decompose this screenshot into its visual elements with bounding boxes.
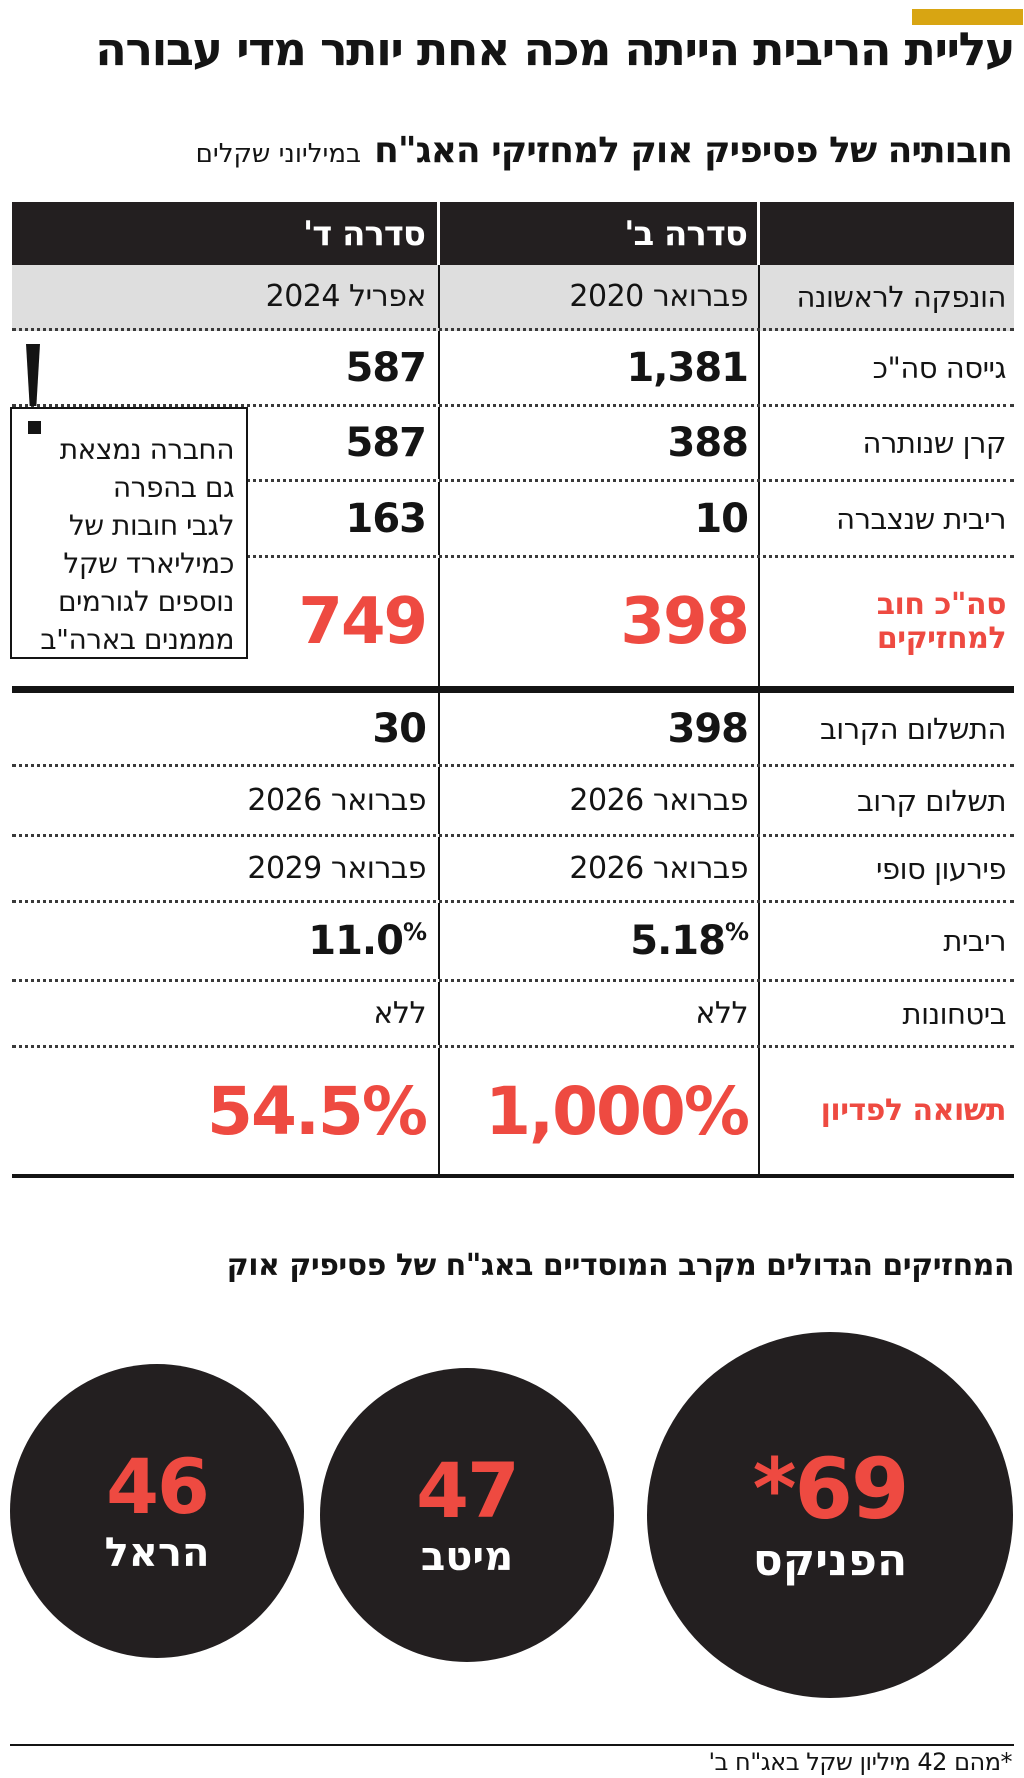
- holders-section-title: המחזיקים הגדולים מקרב המוסדיים באג"ח של …: [226, 1248, 1015, 1283]
- cell-value: ללא: [373, 996, 426, 1031]
- page-title: עליית הריבית הייתה מכה אחת יותר מדי עבור…: [95, 22, 1015, 76]
- holder-name: הראל: [104, 1530, 210, 1576]
- callout-line: כמיליארד שקל: [63, 547, 234, 580]
- series-b-header: סדרה ב': [624, 213, 748, 254]
- holder-value: 47: [416, 1446, 520, 1535]
- cell-value: פברואר 2026: [569, 851, 748, 886]
- table-header-row: סדרה ב' סדרה ד': [12, 202, 1014, 265]
- table-row: קרן שנותרה 388 587: [12, 407, 1014, 482]
- subtitle-units: במיליוני שקלים: [195, 139, 362, 169]
- cell-value: 5.18%: [630, 918, 749, 964]
- exclamation-icon-dot: [28, 421, 41, 434]
- cell-value: פברואר 2026: [569, 783, 748, 818]
- cell-value: 11.0%: [308, 918, 427, 964]
- cell-value: 10: [694, 495, 749, 542]
- bond-table: סדרה ב' סדרה ד' הונפקה לראשונה פברואר 20…: [12, 202, 1014, 1178]
- table-row: תשלום קרוב פברואר 2026 פברואר 2026: [12, 767, 1014, 837]
- holder-circle-harel: 46 הראל: [10, 1364, 304, 1658]
- row-label: הונפקה לראשונה: [796, 279, 1006, 314]
- cell-value: 1,381: [626, 344, 749, 391]
- cell-value: 587: [345, 420, 427, 466]
- header-cell-empty: [760, 202, 1014, 265]
- cell-value: 1,000%: [485, 1072, 750, 1150]
- table-row: הונפקה לראשונה פברואר 2020 אפריל 2024: [12, 265, 1014, 331]
- footer-divider: [10, 1744, 1014, 1746]
- row-label: ביטחונות: [902, 996, 1007, 1031]
- exclamation-icon: [26, 344, 40, 406]
- cell-value: פברואר 2029: [247, 851, 426, 886]
- cell-value: 398: [667, 705, 749, 752]
- callout-line: גם בהפרה: [112, 471, 235, 504]
- callout-line: לגבי חובות של: [68, 509, 235, 542]
- table-row: ביטחונות ללא ללא: [12, 982, 1014, 1048]
- header-cell-series-b: סדרה ב': [440, 202, 760, 265]
- row-label: גייסה סה"כ: [872, 350, 1007, 385]
- cell-value: 749: [298, 585, 428, 659]
- series-d-header: סדרה ד': [302, 213, 426, 254]
- cell-value: פברואר 2020: [569, 279, 748, 314]
- accent-bar: [912, 9, 1023, 25]
- row-label: פירעון סופי: [876, 851, 1006, 886]
- table-row: ריבית 5.18% 11.0%: [12, 903, 1014, 982]
- callout-line: נוספים לגורמים: [58, 585, 234, 618]
- percent-sign: %: [724, 918, 749, 946]
- footnote: *מהם 42 מיליון שקל באג"ח ב': [708, 1748, 1012, 1776]
- row-label: סה"כ חוב למחזיקים: [876, 586, 1007, 656]
- cell-value: פברואר 2026: [247, 783, 426, 818]
- table-row: פירעון סופי פברואר 2026 פברואר 2029: [12, 837, 1014, 903]
- cell-value: 54.5%: [207, 1072, 428, 1150]
- row-label: קרן שנותרה: [862, 426, 1007, 460]
- header-cell-series-d: סדרה ד': [12, 202, 440, 265]
- table-row: ריבית שנצברה 10 163: [12, 482, 1014, 558]
- callout-line: מממנים בארה"ב: [40, 623, 234, 656]
- table-row: התשלום הקרוב 398 30: [12, 693, 1014, 767]
- cell-value: 587: [345, 344, 427, 391]
- percent-sign: %: [402, 918, 427, 946]
- holder-circle-phoenix: *69 הפניקס: [647, 1332, 1013, 1698]
- cell-value: 398: [620, 585, 750, 659]
- row-label: התשלום הקרוב: [820, 711, 1006, 746]
- callout-note: החברה נמצאת גם בהפרה לגבי חובות של כמילי…: [10, 407, 248, 659]
- holder-name: מיטב: [420, 1534, 514, 1580]
- row-label: תשואה לפדיון: [820, 1092, 1007, 1128]
- cell-value: 388: [667, 420, 749, 466]
- cell-value: 30: [372, 705, 427, 752]
- holder-value: 46: [106, 1442, 210, 1531]
- row-label: ריבית שנצברה: [836, 501, 1006, 536]
- table-row-total-debt: סה"כ חוב למחזיקים 398 749: [12, 558, 1014, 693]
- chart-subtitle: חובותיה של פסיפיק אוק למחזיקי האג"ח במיל…: [10, 130, 1013, 171]
- holder-name: הפניקס: [752, 1535, 908, 1586]
- table-row-yield: תשואה לפדיון 1,000% 54.5%: [12, 1048, 1014, 1178]
- table-row: גייסה סה"כ 1,381 587: [12, 331, 1014, 407]
- holder-value: *69: [752, 1440, 910, 1538]
- holder-circle-meitav: 47 מיטב: [320, 1368, 614, 1662]
- row-label: ריבית: [943, 924, 1006, 958]
- row-label: תשלום קרוב: [856, 783, 1007, 818]
- callout-line: החברה נמצאת: [59, 433, 235, 466]
- cell-value: 163: [345, 495, 427, 542]
- cell-value: ללא: [695, 996, 748, 1031]
- subtitle-text: חובותיה של פסיפיק אוק למחזיקי האג"ח: [374, 130, 1013, 171]
- cell-value: אפריל 2024: [265, 279, 427, 314]
